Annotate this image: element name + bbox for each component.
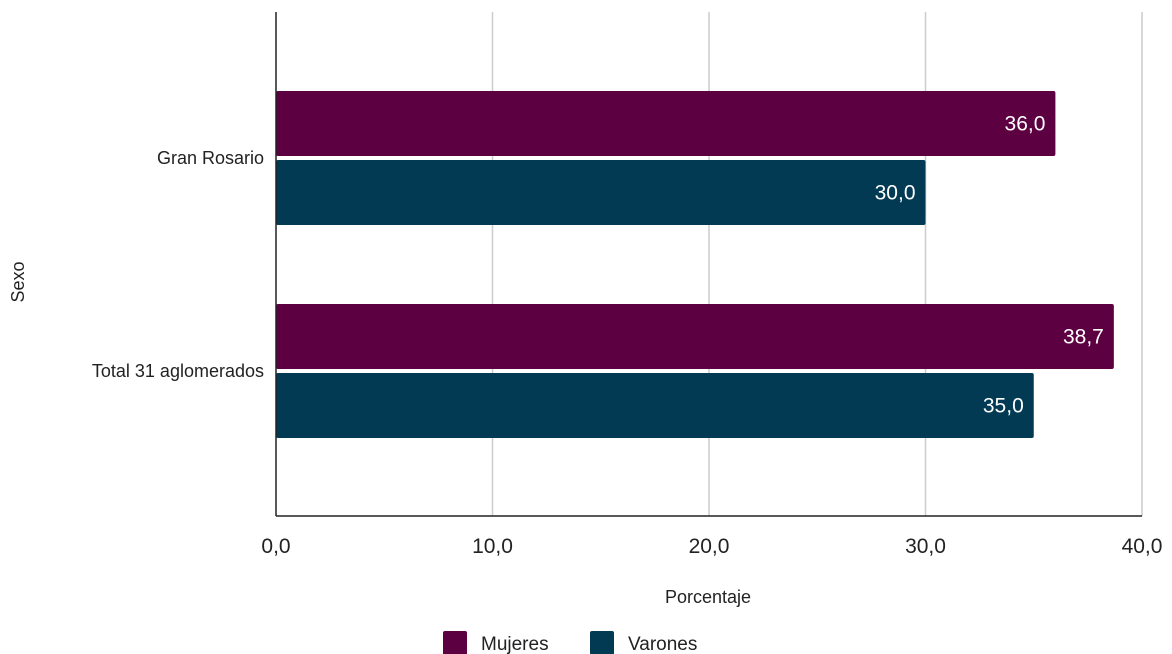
- x-tick-label: 10,0: [472, 535, 513, 558]
- legend-swatch-varones: [590, 631, 614, 654]
- x-tick-label: 0,0: [261, 535, 290, 558]
- bar-varones: [276, 373, 1034, 438]
- x-axis-title: Porcentaje: [665, 587, 751, 607]
- legend: Mujeres Varones: [443, 631, 697, 654]
- bar-mujeres: [276, 91, 1056, 156]
- data-labels: 36,0 30,0 38,7 35,0: [875, 113, 1104, 418]
- legend-label: Varones: [628, 634, 697, 654]
- y-axis-title: Sexo: [8, 261, 28, 302]
- data-label: 35,0: [983, 395, 1024, 418]
- bars: [276, 91, 1114, 438]
- x-tick-label: 30,0: [905, 535, 946, 558]
- legend-swatch-mujeres: [443, 631, 467, 654]
- category-label: Gran Rosario: [157, 148, 264, 168]
- category-labels: Gran Rosario Total 31 aglomerados: [92, 148, 264, 381]
- x-tick-label: 20,0: [689, 535, 730, 558]
- x-tick-label: 40,0: [1122, 535, 1163, 558]
- data-label: 38,7: [1063, 326, 1104, 349]
- data-label: 30,0: [875, 182, 916, 205]
- x-tick-labels: 0,0 10,0 20,0 30,0 40,0: [261, 535, 1162, 558]
- legend-label: Mujeres: [481, 634, 549, 654]
- gridlines: [491, 12, 1143, 516]
- bar-varones: [276, 160, 926, 225]
- bar-mujeres: [276, 304, 1114, 369]
- category-label: Total 31 aglomerados: [92, 361, 264, 381]
- data-label: 36,0: [1005, 113, 1046, 136]
